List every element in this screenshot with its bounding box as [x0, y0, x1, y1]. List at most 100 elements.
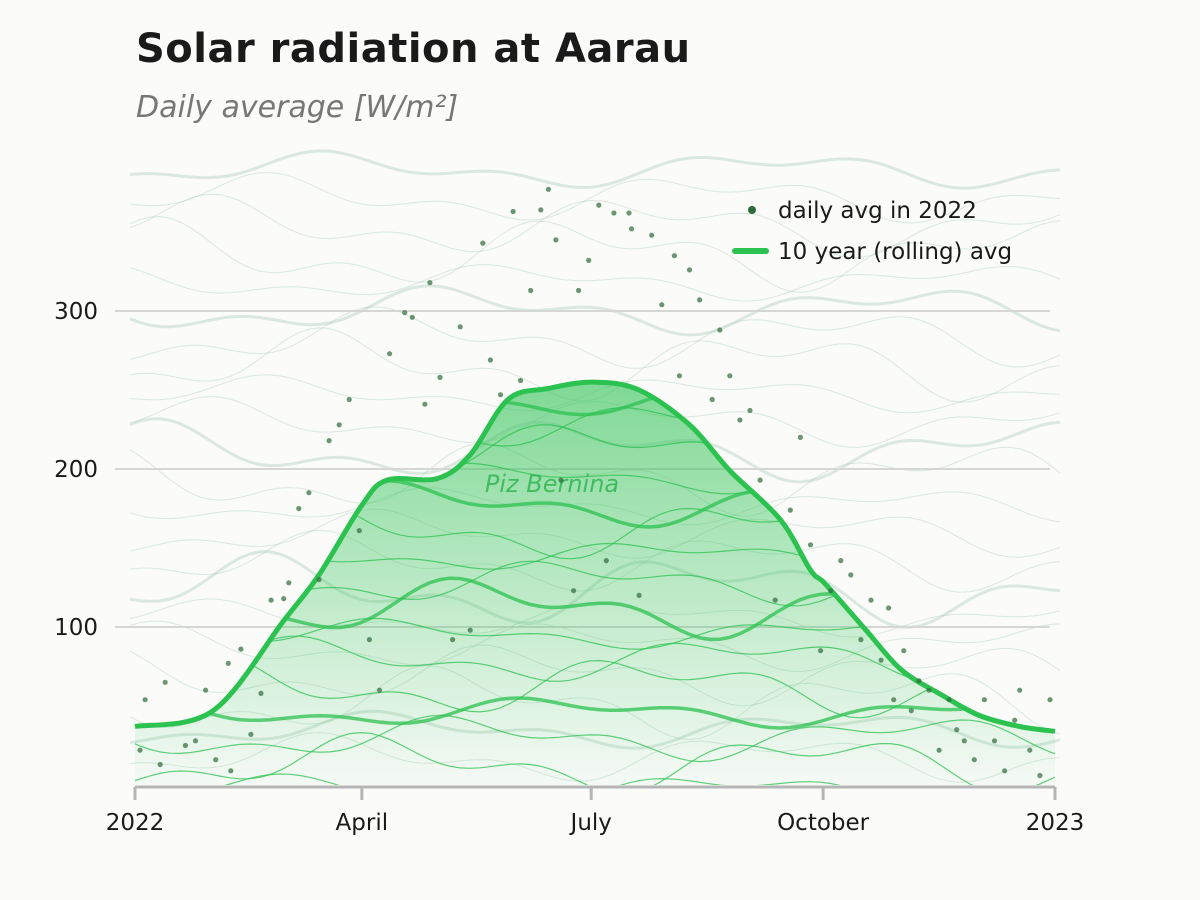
- rolling-avg-line: [134, 379, 1056, 734]
- data-point: [427, 280, 433, 286]
- data-point: [366, 637, 372, 643]
- data-point: [628, 226, 635, 232]
- data-point: [409, 314, 415, 320]
- data-point: [954, 727, 960, 733]
- data-point: [818, 648, 824, 654]
- data-point: [497, 392, 504, 398]
- data-point: [611, 210, 617, 216]
- contour-line: [135, 653, 1055, 719]
- data-point: [336, 422, 342, 428]
- data-point: [858, 637, 864, 643]
- legend-daily-label: daily avg in 2022: [778, 198, 977, 224]
- data-point: [545, 186, 552, 192]
- data-point: [571, 588, 577, 594]
- data-point: [1012, 717, 1018, 723]
- legend-dot-icon: [748, 206, 756, 214]
- data-point: [787, 507, 793, 513]
- annotation-piz-bernina: Piz Bernina: [485, 470, 619, 498]
- x-tick-label: April: [336, 810, 389, 836]
- legend-rolling-label: 10 year (rolling) avg: [778, 239, 1012, 265]
- data-point: [467, 627, 473, 633]
- data-point: [797, 434, 804, 440]
- y-tick-label: 300: [54, 299, 98, 325]
- data-point: [1047, 697, 1053, 703]
- contour-line: [135, 714, 1055, 763]
- data-point: [757, 477, 763, 483]
- data-point: [886, 605, 892, 611]
- data-point: [457, 324, 463, 330]
- data-point: [286, 580, 292, 586]
- data-point: [709, 396, 715, 403]
- data-point: [558, 477, 564, 483]
- data-point: [727, 373, 733, 379]
- data-point: [157, 761, 163, 768]
- data-point: [450, 637, 456, 643]
- data-point: [192, 738, 199, 744]
- data-point: [553, 237, 559, 243]
- data-point: [828, 588, 834, 594]
- data-point: [387, 351, 393, 357]
- data-point: [356, 528, 362, 534]
- data-point: [649, 232, 655, 238]
- x-tick-label: 2022: [106, 810, 165, 836]
- data-point: [238, 646, 244, 652]
- data-point: [376, 687, 383, 693]
- data-point: [258, 690, 264, 697]
- data-point: [737, 417, 743, 423]
- data-point: [1027, 747, 1033, 753]
- data-point: [659, 302, 665, 308]
- data-point: [991, 738, 998, 744]
- data-point: [603, 558, 609, 564]
- contour-line: [135, 635, 1055, 684]
- data-point: [1002, 768, 1008, 774]
- data-point: [182, 742, 188, 749]
- contour-line: [129, 193, 1061, 259]
- data-point: [586, 257, 592, 263]
- data-point: [981, 697, 988, 703]
- data-point: [961, 738, 967, 744]
- data-point: [596, 202, 602, 208]
- x-tick-label: July: [569, 810, 612, 836]
- contour-line: [129, 284, 1061, 337]
- data-point: [437, 374, 443, 380]
- y-tick-label: 200: [54, 457, 98, 483]
- data-point: [281, 596, 287, 602]
- data-point: [268, 597, 274, 603]
- data-point: [926, 687, 932, 693]
- data-point: [946, 697, 952, 703]
- data-point: [772, 597, 778, 603]
- data-point: [626, 210, 632, 216]
- data-point: [686, 267, 693, 273]
- data-point: [878, 657, 884, 663]
- data-point: [936, 747, 942, 753]
- legend: daily avg in 2022 10 year (rolling) avg: [732, 198, 1012, 265]
- contour-line: [129, 171, 1061, 224]
- contour-line: [135, 773, 1055, 785]
- chart-title: Solar radiation at Aarau: [136, 26, 691, 72]
- data-point: [213, 757, 219, 763]
- data-point: [346, 396, 352, 403]
- x-tick-label: October: [777, 810, 870, 836]
- data-point: [868, 597, 874, 603]
- data-point: [228, 768, 234, 774]
- data-point: [528, 287, 534, 294]
- contour-line: [129, 215, 1061, 293]
- contour-line: [135, 731, 1055, 785]
- data-point: [487, 357, 493, 363]
- data-point: [326, 438, 332, 444]
- data-point: [891, 697, 897, 703]
- data-point: [671, 253, 678, 259]
- data-point: [142, 697, 148, 703]
- data-point: [402, 310, 408, 316]
- data-point: [908, 708, 914, 714]
- contour-line: [129, 264, 1061, 302]
- data-point: [576, 287, 582, 294]
- data-point: [901, 648, 907, 654]
- x-tick-label: 2023: [1026, 810, 1085, 836]
- data-point: [848, 572, 854, 578]
- data-point: [676, 373, 683, 379]
- data-point: [838, 558, 844, 564]
- data-point: [480, 240, 486, 246]
- data-point: [518, 377, 524, 384]
